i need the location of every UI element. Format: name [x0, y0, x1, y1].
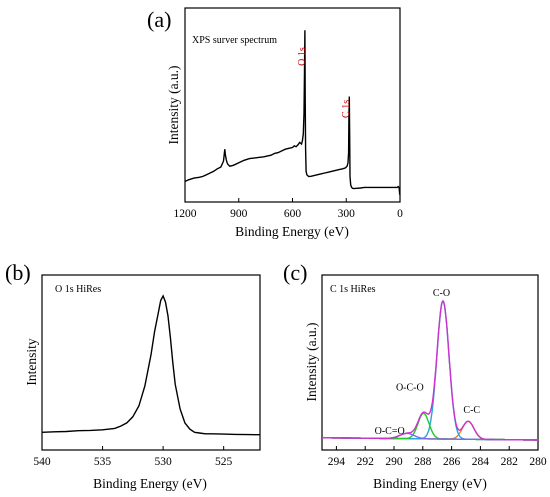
panel-b-x-tick-label: 535: [94, 456, 112, 468]
panel-b-x-tick-label: 540: [33, 456, 51, 468]
panel-c-x-tick-label: 280: [529, 456, 547, 468]
panel-b-frame: [41, 274, 261, 451]
panel-a-x-axis-label: Binding Energy (eV): [235, 224, 349, 239]
panel-c-x-ticks: 294 292 290 288 286 284 282 280: [328, 446, 547, 468]
peak-c-o: [322, 299, 538, 441]
panel-a-x-tick-label: 300: [338, 208, 356, 220]
panel-c-y-axis-label: Intensity (a.u.): [304, 322, 319, 401]
panel-a-label: (a): [147, 7, 171, 32]
panel-c-label: (c): [283, 260, 307, 285]
panel-b-x-tick-label: 525: [215, 456, 233, 468]
panel-b-title: O 1s HiRes: [55, 284, 101, 295]
panel-b-label: (b): [5, 260, 31, 285]
envelope-line: [322, 299, 538, 441]
panel-c-x-tick-label: 288: [414, 456, 432, 468]
panel-b-x-ticks: 540 535 530 525: [33, 446, 233, 468]
panel-a-title: XPS surver spectrum: [192, 35, 277, 46]
panel-b-y-axis-label: Intensity: [24, 338, 39, 385]
panel-c-x-tick-label: 284: [472, 456, 490, 468]
panel-a-x-tick-label: 1200: [174, 208, 197, 220]
annotation-o-c-o: O-C-O: [396, 383, 424, 394]
annotation-o-1s: O 1s: [297, 47, 308, 66]
panel-a-x-tick-label: 600: [284, 208, 302, 220]
panel-a-x-ticks: 1200 900 600 300 0: [174, 198, 403, 220]
peak-o-c-o: [322, 412, 538, 441]
panel-a-y-axis-label: Intensity (a.u.): [166, 65, 181, 144]
panel-c-x-tick-label: 294: [328, 456, 346, 468]
panel-c-title: C 1s HiRes: [330, 284, 376, 295]
panel-c-annotations: C-O O-C-O C-C O-C=O: [375, 288, 481, 437]
panel-a-x-tick-label: 0: [397, 208, 403, 220]
panel-a-annotations: O 1s C 1s: [297, 47, 352, 118]
panel-b-x-axis-label: Binding Energy (eV): [93, 476, 207, 491]
panel-c-x-axis-label: Binding Energy (eV): [373, 476, 487, 491]
annotation-c-1s: C 1s: [341, 100, 352, 118]
panel-a-survey: (a) XPS surver spectrum 1200 900 600 300 0 O…: [147, 7, 403, 239]
annotation-c-o: C-O: [433, 288, 450, 299]
panel-a-x-tick-label: 900: [230, 208, 248, 220]
panel-c-c1s: (c) C 1s HiRes 294 292 290 288 286 284 282 280 …: [283, 260, 547, 491]
panel-c-frame: [321, 274, 539, 451]
panel-c-x-tick-label: 282: [501, 456, 519, 468]
panel-a-spectrum-line: [184, 30, 401, 196]
panel-c-x-tick-label: 292: [357, 456, 375, 468]
annotation-o-c-o: O-C=O: [375, 426, 405, 437]
panel-b-o1s: (b) O 1s HiRes 540 535 530 525 Binding Ener…: [5, 260, 261, 491]
panel-c-curves: [322, 299, 538, 441]
panel-c-x-tick-label: 286: [443, 456, 461, 468]
panel-b-spectrum-line: [41, 294, 261, 436]
panel-c-x-tick-label: 290: [385, 456, 403, 468]
annotation-c-c: C-C: [463, 405, 480, 416]
panel-b-x-tick-label: 530: [154, 456, 172, 468]
